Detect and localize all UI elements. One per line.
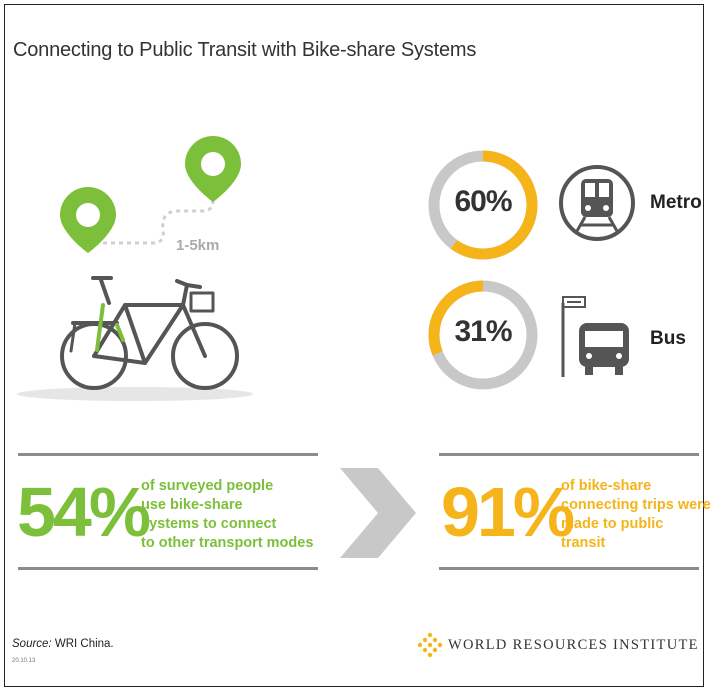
source-note: Source: WRI China.: [12, 638, 114, 650]
metro-label: Metro: [650, 192, 702, 213]
stat-left-line: systems to connect: [141, 516, 277, 532]
stat-left-text: of surveyed people use bike-share system…: [141, 477, 341, 553]
page-title: Connecting to Public Transit with Bike-s…: [13, 39, 477, 61]
infographic-frame: Connecting to Public Transit with Bike-s…: [4, 4, 710, 687]
stat-left-line: use bike-share: [141, 497, 243, 513]
bus-stop-icon: [561, 296, 629, 377]
stat-right-value: 91%: [441, 473, 575, 551]
stat-left-line: of surveyed people: [141, 478, 274, 494]
divider-rule: [18, 567, 318, 570]
stat-right-text: of bike-share connecting trips were made…: [561, 477, 710, 553]
source-text: WRI China.: [51, 638, 114, 650]
bike-fender-accent: [95, 303, 125, 352]
location-pin-icon: [185, 136, 241, 202]
divider-rule: [18, 453, 318, 456]
org-name: WORLD RESOURCES INSTITUTE: [448, 637, 699, 653]
bicycle-icon: [60, 276, 239, 390]
bus-percent: 31%: [454, 315, 512, 348]
metro-train-icon: [559, 165, 635, 241]
source-prefix: Source:: [12, 638, 52, 650]
divider-rule: [439, 453, 699, 456]
bus-label: Bus: [650, 328, 686, 349]
date-code: 20.10.13: [12, 658, 36, 664]
stat-right-line: made to public transit: [561, 516, 664, 551]
distance-label: 1-5km: [176, 237, 220, 254]
location-pin-icon: [60, 187, 116, 253]
bus-percent-ring: [428, 280, 538, 390]
divider-rule: [439, 567, 699, 570]
stat-right-line: of bike-share: [561, 478, 652, 494]
chevron-right-icon: [340, 468, 416, 558]
metro-percent-ring: [428, 150, 538, 260]
stat-left-value: 54%: [17, 473, 151, 551]
wri-logo-icon: [417, 632, 443, 658]
bike-illustration: [17, 136, 253, 401]
stat-right-line: connecting trips were: [561, 497, 710, 513]
stat-left-line: to other transport modes: [141, 535, 314, 551]
metro-percent: 60%: [454, 185, 512, 218]
